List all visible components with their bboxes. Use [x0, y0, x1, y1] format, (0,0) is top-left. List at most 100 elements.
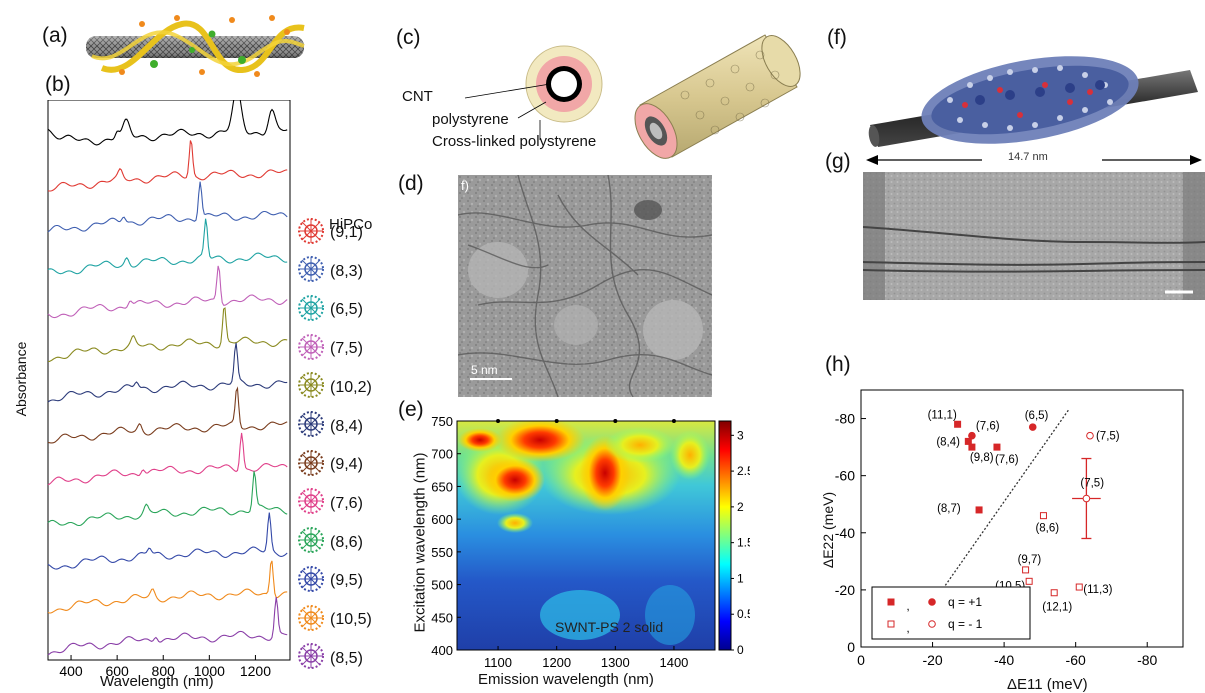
panel-b-xlabel: Wavelength (nm)	[100, 673, 214, 690]
legend-chirality-label: (10,2)	[330, 379, 372, 397]
legend-chirality-label: (6,5)	[330, 301, 363, 319]
panel-h-ytick-label: 0	[847, 639, 855, 655]
panel-h-xtick-label: -80	[1137, 652, 1157, 668]
panel-e-xtick-label: 1400	[659, 655, 688, 670]
scatter-point-label: (8,4)	[936, 436, 960, 448]
panel-c-cylinder-image	[615, 25, 815, 160]
scatter-point-square	[1076, 584, 1082, 590]
scatter-point-label: (6,5)	[1025, 410, 1049, 422]
panel-e-ytick-label: 650	[431, 479, 453, 494]
panel-e-ytick-label: 700	[431, 447, 453, 462]
panel-h-xtick-label: -60	[1066, 652, 1086, 668]
panel-e-cbar-label: 1	[737, 571, 744, 585]
spectrum-line-5	[48, 308, 287, 361]
legend-chirality-label: (8,4)	[330, 418, 363, 436]
scatter-point-label: (7,6)	[995, 454, 1019, 466]
scatter-point-label: (7,5)	[1080, 478, 1104, 490]
legend-square-marker	[888, 621, 894, 627]
panel-b-ylabel: Absorbance	[13, 339, 29, 419]
spectrum-line-8	[48, 433, 287, 485]
panel-label-f: (f)	[827, 26, 847, 50]
legend-chirality-label: (8,6)	[330, 534, 363, 552]
nanotube-endview-icon	[296, 409, 326, 444]
nanotube-endview-icon	[296, 216, 326, 251]
panel-h-scatter-chart: 0 -20 -40 -60 -80 -80 -60 -40 -20 0 (11,1) (7,6) (8…	[810, 380, 1205, 693]
panel-d-scalebar-label: 5 nm	[471, 363, 498, 377]
scatter-point-label: (12,1)	[1042, 602, 1072, 614]
legend-chirality-row: (8,3)	[296, 257, 363, 287]
spectrum-line-10	[48, 513, 287, 570]
panel-d-inset-label: f)	[461, 178, 469, 193]
panel-e-cbar-label: 0	[737, 643, 744, 657]
panel-g-tem-image	[863, 172, 1205, 300]
scatter-point-circle	[1029, 424, 1036, 431]
panel-h-xtick-label: -20	[922, 652, 942, 668]
scatter-point-label: (11,1)	[928, 409, 957, 421]
panel-e-ytick-label: 500	[431, 578, 453, 593]
panel-e-xtick-label: 1300	[601, 655, 630, 670]
scatter-point-square	[1040, 513, 1046, 519]
scatter-point-square	[1023, 567, 1029, 573]
panel-label-a: (a)	[42, 24, 68, 48]
panel-h-xlabel-box: ΔE11 (meV)	[1007, 676, 1088, 693]
panel-e-colorbar	[719, 421, 731, 650]
legend-entry-label: q = - 1	[948, 617, 983, 631]
spectrum-line-12	[48, 597, 287, 655]
panel-e-top-tick	[496, 419, 500, 423]
panel-e-heatmap: 750 700 650 600 550 500 450 400 1100 1200 1300 1400…	[400, 415, 750, 693]
legend-chirality-row: (9,4)	[296, 450, 363, 480]
nanotube-endview-icon	[296, 486, 326, 521]
panel-b-xtick-label: 400	[59, 663, 83, 679]
legend-separator: ,	[906, 599, 909, 613]
panel-b-ylabel-box: Absorbance	[11, 335, 31, 425]
legend-chirality-row: (10,2)	[296, 373, 372, 403]
panel-e-ytick-label: 600	[431, 512, 453, 527]
panel-e-ylabel: Excitation wavelength (nm)	[412, 443, 429, 643]
panel-e-cbar-label: 0.5	[737, 607, 750, 621]
legend-chirality-label: (9,1)	[330, 224, 363, 242]
legend-entry-label: q = +1	[948, 595, 982, 609]
legend-chirality-label: (7,6)	[330, 495, 363, 513]
panel-e-ytick-label: 750	[431, 415, 453, 429]
panel-f-molecular-model	[860, 30, 1205, 170]
scatter-point-square	[1051, 590, 1057, 596]
panel-e-ytick-label: 550	[431, 545, 453, 560]
scatter-point-label: (8,7)	[937, 503, 961, 515]
legend-separator: ,	[906, 621, 909, 635]
spectrum-line-1	[48, 141, 287, 192]
legend-circle-marker	[929, 599, 936, 606]
scatter-point-label: (8,6)	[1035, 523, 1059, 535]
panel-h-ytick-label: -80	[835, 411, 855, 427]
panel-h-legend: , q = +1, q = - 1	[872, 587, 1030, 639]
legend-square-marker	[888, 599, 894, 605]
legend-chirality-row: (8,5)	[296, 644, 363, 674]
nanotube-endview-icon	[296, 370, 326, 405]
panel-c-label-polystyrene: polystyrene	[432, 111, 509, 128]
cross-section-rings	[526, 46, 602, 122]
legend-circle-marker	[929, 621, 936, 628]
panel-e-xlabel: Emission wavelength (nm)	[478, 671, 654, 688]
spectrum-line-0	[48, 100, 287, 145]
panel-e-cbar-label: 3	[737, 428, 744, 442]
panel-label-g: (g)	[825, 150, 851, 174]
legend-chirality-row: (8,6)	[296, 528, 363, 558]
panel-e-cbar-label: 2.5	[737, 464, 750, 478]
panel-e-xtick-label: 1100	[484, 655, 512, 670]
panel-e-ytick-label: 400	[431, 643, 453, 658]
scatter-point-circle	[1087, 432, 1094, 439]
panel-h-ylabel-box: ΔE22 (meV)	[818, 522, 838, 542]
legend-chirality-row: (10,5)	[296, 605, 372, 635]
scatter-point-square	[965, 438, 971, 444]
nanotube-endview-icon	[296, 525, 326, 560]
panel-e-ylabel-box: Excitation wavelength (nm)	[408, 534, 428, 554]
panel-e-cbar-label: 2	[737, 500, 744, 514]
spectrum-line-9	[48, 471, 287, 525]
scatter-point-circle	[1083, 495, 1090, 502]
nanotube-endview-icon	[296, 448, 326, 483]
panel-h-xtick-label: -40	[994, 652, 1014, 668]
scatter-point-label: (9,8)	[970, 452, 994, 464]
spectrum-line-7	[48, 388, 287, 443]
panel-label-h: (h)	[825, 353, 851, 377]
panel-a-nanotube-image	[82, 10, 310, 90]
panel-b-plot-frame	[48, 100, 290, 660]
